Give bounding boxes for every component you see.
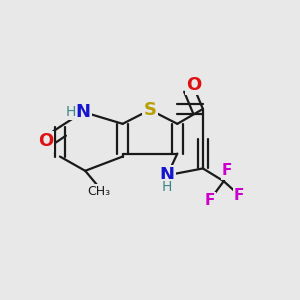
Text: S: S <box>143 101 157 119</box>
Text: F: F <box>234 188 244 203</box>
Text: F: F <box>222 163 232 178</box>
Text: H: H <box>65 105 76 119</box>
Text: N: N <box>76 103 91 121</box>
Text: O: O <box>186 76 202 94</box>
Text: CH₃: CH₃ <box>87 185 110 198</box>
Text: N: N <box>160 166 175 184</box>
Text: F: F <box>204 193 214 208</box>
Text: H: H <box>162 180 172 194</box>
Text: O: O <box>38 132 53 150</box>
